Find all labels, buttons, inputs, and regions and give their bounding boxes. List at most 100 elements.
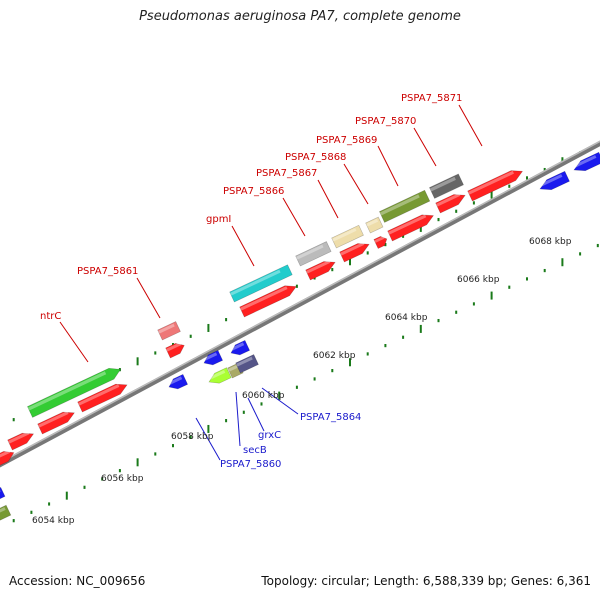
cds-gpmi-body [229,264,293,303]
gene-label-ntrc[interactable]: ntrC [40,311,61,322]
scale-labels: 6054 kbp 6056 kbp 6058 kbp 6060 kbp 6062… [32,237,572,526]
leader-line [136,277,161,319]
cds-pspa7-5868[interactable] [365,216,384,234]
cds-forward[interactable] [339,239,372,263]
cds-forward-body [305,261,336,281]
cds-pspa7-5870-highlight [429,176,456,192]
scale-label: 6056 kbp [101,474,144,484]
cds-pspa7-5860[interactable] [207,367,232,387]
cds-pspa7-5861-highlight [158,323,175,334]
cds-reverse-highlight [167,376,183,386]
leader-line [247,397,265,432]
cds-reverse-highlight [202,352,218,362]
cds-gpmi-highlight [230,269,281,296]
cds-pspa7-5867-body [331,224,364,249]
cds-pspa7-5861[interactable] [157,321,181,341]
cds-ntrc[interactable] [27,364,123,418]
cds-forward[interactable] [37,408,77,435]
cds-forward[interactable] [387,211,436,242]
cds-reverse-highlight [572,155,597,169]
cds-forward[interactable] [0,448,16,468]
gene-label-pspa7-5867[interactable]: PSPA7_5867 [256,168,317,179]
scale-label: 6054 kbp [32,516,75,526]
leader-line [231,225,255,267]
gene-label-pspa7-5866[interactable]: PSPA7_5866 [223,186,284,197]
gene-label-grxc[interactable]: grxC [258,430,281,441]
cds-forward[interactable] [435,190,468,214]
cds-reverse-highlight [538,174,563,188]
cds-pspa7-5870-body [429,173,464,199]
cds-pspa7-5860-body [208,367,232,384]
cds-forward-highlight [388,214,427,235]
gene-label-pspa7-5871[interactable]: PSPA7_5871 [401,93,462,104]
leader-line [343,163,369,205]
gene-label-pspa7-5861[interactable]: PSPA7_5861 [77,266,138,277]
scale-label: 6058 kbp [171,432,214,442]
gene-label-gpmi[interactable]: gpmI [206,214,231,225]
cds-reverse[interactable] [572,151,600,175]
cds-reverse[interactable] [538,170,570,194]
leader-line [282,197,306,237]
gene-label-pspa7-5869[interactable]: PSPA7_5869 [316,135,377,146]
gene-label-pspa7-5864[interactable]: PSPA7_5864 [300,412,361,423]
accession-text: Accession: NC_009656 [9,574,146,588]
gene-label-pspa7-5860[interactable]: PSPA7_5860 [220,459,281,470]
gene-label-pspa7-5870[interactable]: PSPA7_5870 [355,116,416,127]
cds-forward-highlight [38,411,69,428]
cds-forward[interactable] [305,257,338,281]
cds-pspa7-5871-body [467,170,524,202]
cds-forward-body [0,451,15,468]
cds-forward-highlight [340,242,365,256]
cds-grxc[interactable] [235,354,259,374]
gene-features [0,151,600,523]
cds-reverse-body [539,170,570,191]
scale-label: 6066 kbp [457,275,500,285]
cds-pspa7-5871[interactable] [467,166,525,202]
gene-label-pspa7-5868[interactable]: PSPA7_5868 [285,152,346,163]
genome-summary-text: Topology: circular; Length: 6,588,339 bp… [261,574,591,588]
cds-pspa7-5861-body [157,321,181,341]
cds-pspa7-5867-highlight [332,228,357,242]
cds-forward[interactable] [77,380,130,413]
cds-forward-body [7,432,35,451]
cds-pspa7-5869[interactable] [379,189,431,223]
cds-pspa7-5868-highlight [366,218,379,227]
cds-grxc-body [235,354,259,374]
cds-forward[interactable] [373,234,389,249]
leader-line [235,391,241,447]
cds-forward-highlight [240,286,288,311]
scale-label: 6064 kbp [385,313,428,323]
cds-forward-highlight [166,342,182,352]
cds-forward[interactable] [239,281,299,318]
cds-partial[interactable] [0,504,12,523]
cds-forward-body [37,411,75,435]
cds-secb-highlight [228,364,239,372]
cds-pspa7-5867[interactable] [331,224,364,249]
cds-pspa7-5870[interactable] [429,173,464,199]
cds-forward[interactable] [7,429,36,451]
gene-labels-bottom: PSPA7_5864 grxC secB PSPA7_5860 [220,412,361,470]
cds-forward-body [339,243,370,263]
leader-line [413,127,437,167]
cds-forward[interactable] [165,340,187,359]
cds-forward-highlight [78,384,120,406]
cds-forward-highlight [0,449,11,461]
cds-pspa7-5869-body [379,189,431,223]
tick-marks-inner [12,243,599,523]
cds-reverse[interactable] [0,486,6,501]
leader-line [195,417,221,461]
gene-label-secb[interactable]: secB [243,445,267,456]
cds-reverse[interactable] [167,373,189,392]
cds-reverse-body [573,151,600,172]
cds-gpmi[interactable] [229,264,293,303]
leader-line [261,387,299,415]
cds-reverse[interactable] [202,349,224,368]
cds-reverse-body [203,349,224,366]
leader-line [377,145,399,187]
cds-reverse-body [0,486,6,500]
cds-pspa7-5860-highlight [207,369,226,381]
leader-line [458,104,483,147]
cds-forward-body [77,383,128,413]
cds-pspa7-5866[interactable] [295,241,332,267]
cds-reverse[interactable] [229,339,251,358]
